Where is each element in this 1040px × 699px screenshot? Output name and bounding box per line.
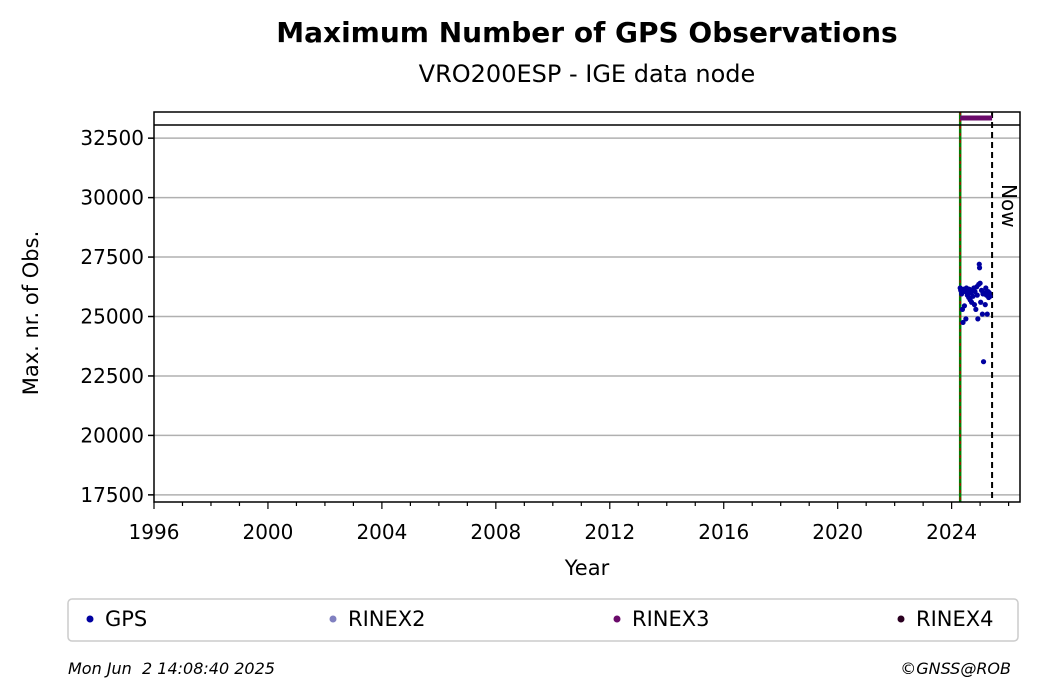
legend-label-rinex4: RINEX4	[916, 607, 994, 631]
y-tick-label: 20000	[80, 423, 144, 447]
footer-credit: ©GNSS@ROB	[900, 659, 1011, 678]
x-tick-label: 2008	[470, 520, 521, 544]
legend-marker-rinex3	[613, 615, 621, 623]
legend-marker-rinex2	[329, 615, 337, 623]
plot-area-frame	[153, 111, 1021, 503]
y-tick-label: 32500	[80, 126, 144, 150]
data-point-gps	[973, 306, 979, 312]
data-point-gps	[970, 293, 976, 299]
data-point-gps	[975, 316, 981, 322]
data-point-gps	[976, 265, 983, 271]
data-point-gps	[961, 303, 968, 309]
legend-label-gps: GPS	[105, 607, 147, 631]
data-point-gps	[959, 291, 965, 297]
data-point-gps	[979, 311, 985, 317]
legend-marker-gps	[86, 615, 94, 623]
x-axis-ticks: 1996 2000 2004 2008 2012 2016 2020 2024	[129, 502, 1010, 544]
x-tick-label: 1996	[129, 520, 180, 544]
footer-timestamp: Mon Jun 2 14:08:40 2025	[68, 659, 275, 678]
y-tick-label: 30000	[80, 186, 144, 210]
data-point-gps	[960, 319, 966, 326]
chart-subtitle: VRO200ESP - IGE data node	[419, 60, 756, 88]
data-point-gps	[971, 302, 978, 308]
x-tick-label: 2024	[926, 520, 977, 544]
data-point-gps	[978, 299, 984, 305]
x-tick-label: 2004	[356, 520, 407, 544]
y-tick-label: 27500	[80, 245, 144, 269]
legend-label-rinex2: RINEX2	[348, 607, 426, 631]
data-point-gps	[984, 311, 990, 317]
x-tick-label: 2016	[698, 520, 749, 544]
marker-lines: Now	[958, 112, 1021, 502]
y-tick-label: 25000	[80, 305, 144, 329]
chart-title: Maximum Number of GPS Observations	[276, 16, 897, 49]
y-axis-label: Max. nr. of Obs.	[19, 231, 43, 396]
data-point-gps	[982, 302, 988, 308]
y-tick-label: 22500	[80, 364, 144, 388]
y-axis-ticks: 17500 20000 22500 25000 27500 30000 32500	[80, 126, 154, 507]
legend-marker-rinex4	[897, 615, 905, 623]
data-point-gps	[977, 280, 983, 286]
data-point-gps	[980, 359, 987, 365]
y-gridlines	[154, 137, 1020, 496]
x-tick-label: 2000	[242, 520, 293, 544]
data-point-gps	[987, 293, 993, 299]
gps-data-points	[957, 261, 993, 365]
now-label: Now	[997, 184, 1021, 228]
legend: GPS RINEX2 RINEX3 RINEX4	[67, 598, 1019, 642]
x-axis-label: Year	[564, 556, 610, 580]
x-tick-label: 2012	[584, 520, 635, 544]
x-tick-label: 2020	[812, 520, 863, 544]
legend-label-rinex3: RINEX3	[632, 607, 710, 631]
data-point-gps	[974, 292, 980, 298]
legend-box	[67, 598, 1019, 642]
y-tick-label: 17500	[80, 483, 144, 507]
data-point-gps	[963, 316, 969, 322]
